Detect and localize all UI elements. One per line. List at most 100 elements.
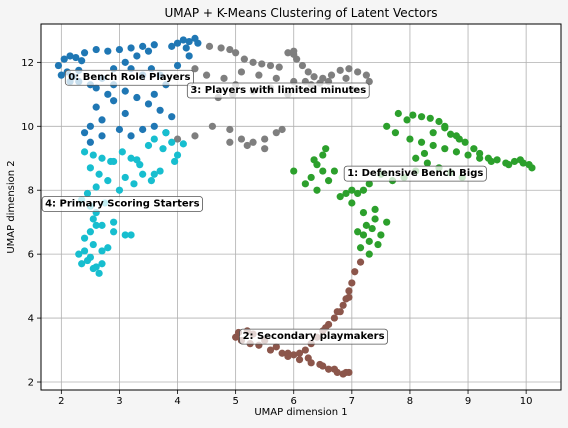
cluster-0-point [183, 44, 190, 51]
cluster-1-point [366, 251, 373, 258]
cluster-3-point [337, 67, 344, 74]
cluster-1-point [392, 129, 399, 136]
y-tick-label: 12 [21, 58, 34, 69]
cluster-3-point [267, 62, 274, 69]
cluster-1-point [505, 161, 512, 168]
cluster-0-point [55, 62, 62, 69]
cluster-1-point [377, 231, 384, 238]
cluster-2-point [331, 366, 338, 373]
cluster-4-point [171, 158, 178, 165]
cluster-1-point [302, 180, 309, 187]
cluster-0-point [174, 62, 181, 69]
cluster-3-point [191, 132, 198, 139]
cluster-4-point [180, 140, 187, 147]
cluster-3-point [342, 75, 349, 82]
cluster-1-point [325, 177, 332, 184]
cluster-4-point [116, 187, 123, 194]
cluster-2-point [331, 314, 338, 321]
cluster-2-point [351, 268, 358, 275]
cluster-4-point [162, 129, 169, 136]
cluster-3-point [226, 139, 233, 146]
cluster-4-point [104, 244, 111, 251]
cluster-1-point [488, 158, 495, 165]
cluster-4-point [145, 142, 152, 149]
cluster-4-point [159, 145, 166, 152]
cluster-1-point [322, 145, 329, 152]
cluster-2-point [345, 287, 352, 294]
cluster-4-point [90, 215, 97, 222]
x-tick-label: 2 [58, 396, 64, 407]
cluster-0-point [157, 107, 164, 114]
cluster-1-point [319, 151, 326, 158]
cluster-4-point [110, 219, 117, 226]
cluster-2-point [342, 369, 349, 376]
x-tick-label: 4 [174, 396, 180, 407]
cluster-1-point [290, 167, 297, 174]
cluster-4-point [127, 231, 134, 238]
cluster-3-label: 3: Players with limited minutes [187, 83, 369, 98]
cluster-1-point [470, 145, 477, 152]
cluster-0-point [168, 43, 175, 50]
cluster-0-point [168, 113, 175, 120]
cluster-4-point [81, 235, 88, 242]
cluster-3-point [354, 68, 361, 75]
cluster-4-point [96, 171, 103, 178]
x-tick-label: 9 [465, 396, 471, 407]
label-text: 2: Secondary playmakers [243, 331, 385, 342]
cluster-0-point [127, 44, 134, 51]
cluster-0-point [87, 123, 94, 130]
cluster-2-label: 2: Secondary playmakers [240, 329, 388, 344]
cluster-4-point [157, 167, 164, 174]
cluster-1-point [354, 228, 361, 235]
cluster-1-label: 1: Defensive Bench Bigs [344, 166, 486, 181]
cluster-1-point [424, 159, 431, 166]
cluster-0-point [139, 43, 146, 50]
cluster-0-point [145, 48, 152, 55]
cluster-4-point [90, 265, 97, 272]
cluster-1-point [528, 164, 535, 171]
y-tick-label: 8 [28, 186, 34, 197]
cluster-4-point [104, 177, 111, 184]
cluster-1-point [409, 112, 416, 119]
cluster-0-point [104, 48, 111, 55]
cluster-1-point [331, 167, 338, 174]
y-tick-label: 2 [28, 378, 34, 389]
cluster-4-point [90, 151, 97, 158]
cluster-0-point [93, 104, 100, 111]
cluster-3-point [241, 56, 248, 63]
cluster-0-point [81, 129, 88, 136]
cluster-2-point [348, 279, 355, 286]
cluster-1-point [418, 139, 425, 146]
cluster-1-point [464, 151, 471, 158]
cluster-0-point [81, 49, 88, 56]
cluster-1-point [374, 241, 381, 248]
cluster-0-point [122, 110, 129, 117]
cluster-4-point [84, 190, 91, 197]
cluster-0-point [139, 126, 146, 133]
cluster-0-point [127, 132, 134, 139]
cluster-1-point [371, 215, 378, 222]
cluster-3-point [261, 135, 268, 142]
cluster-3-point [276, 64, 283, 71]
cluster-4-point [110, 228, 117, 235]
cluster-1-point [430, 129, 437, 136]
x-tick-label: 10 [520, 396, 533, 407]
cluster-4-point [130, 180, 137, 187]
cluster-1-point [462, 139, 469, 146]
cluster-4-point [93, 183, 100, 190]
cluster-3-point [261, 145, 268, 152]
cluster-1-point [427, 115, 434, 122]
cluster-3-point [218, 44, 225, 51]
cluster-3-point [220, 75, 227, 82]
cluster-4-point [133, 156, 140, 163]
cluster-1-point [348, 199, 355, 206]
x-tick-label: 5 [232, 396, 238, 407]
cluster-4-point [98, 260, 105, 267]
cluster-4-point [98, 155, 105, 162]
cluster-0-point [145, 100, 152, 107]
cluster-4-point [90, 241, 97, 248]
label-text: 1: Defensive Bench Bigs [347, 168, 483, 179]
cluster-4-point [168, 139, 175, 146]
y-tick-label: 4 [28, 314, 34, 325]
